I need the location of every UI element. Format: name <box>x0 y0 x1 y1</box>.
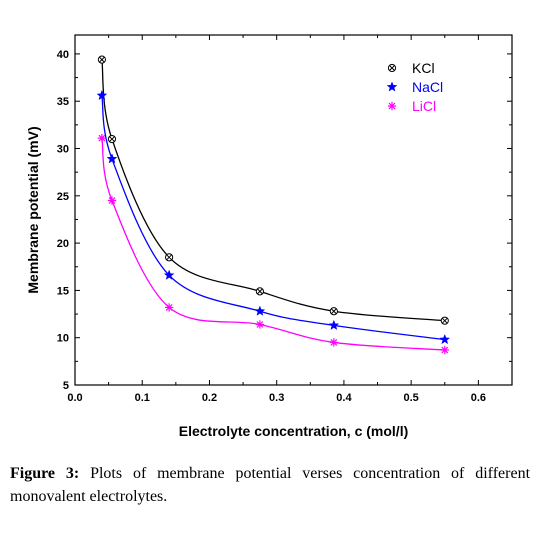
y-tick-label: 15 <box>57 285 69 297</box>
y-tick-label: 30 <box>57 144 69 156</box>
data-point-nacl <box>254 305 266 316</box>
x-tick-label: 0.3 <box>269 392 284 404</box>
data-point-nacl <box>163 269 175 280</box>
series-markers <box>96 55 451 355</box>
x-tick-label: 0.2 <box>202 392 217 404</box>
marker-cross <box>109 136 115 142</box>
data-point-kcl <box>329 307 338 316</box>
marker-cross <box>389 65 395 71</box>
marker-spoke <box>98 134 106 142</box>
legend: KCl NaCl LiCl <box>386 60 443 114</box>
data-point-kcl <box>440 316 449 325</box>
legend-label-licl: LiCl <box>412 98 436 114</box>
series-lines <box>101 59 445 351</box>
legend-marker-kcl <box>387 63 397 73</box>
data-point-licl <box>97 133 107 143</box>
figure-caption: Figure 3: Plots of membrane potential ve… <box>10 462 530 508</box>
x-tick-label: 0.4 <box>336 392 352 404</box>
marker-cross <box>441 317 448 324</box>
x-tick-label: 0.0 <box>67 392 82 404</box>
marker-cross <box>330 308 337 315</box>
y-tick-label: 10 <box>57 333 69 345</box>
data-point-kcl <box>255 287 264 296</box>
x-axis-title: Electrolyte concentration, c (mol/l) <box>179 423 409 439</box>
caption-text: Plots of membrane potential verses conce… <box>10 465 531 505</box>
marker-spoke <box>165 304 173 311</box>
data-point-kcl <box>165 253 174 262</box>
y-tick-label: 25 <box>57 191 69 203</box>
legend-label-kcl: KCl <box>412 60 435 76</box>
series-line-licl <box>101 138 445 351</box>
x-tick-label: 0.5 <box>404 392 419 404</box>
series-line-nacl <box>101 95 445 341</box>
legend-label-nacl: NaCl <box>412 79 443 95</box>
data-point-licl <box>329 338 339 347</box>
legend-marker-licl <box>387 101 397 111</box>
membrane-potential-chart: 0.0 0.1 0.2 0.3 0.4 0.5 0.6 5 10 15 20 25 30 35 40 KCl… <box>25 34 513 439</box>
data-point-nacl <box>328 319 340 331</box>
y-tick-label: 35 <box>57 96 69 108</box>
data-point-nacl <box>96 89 108 101</box>
marker-spoke <box>108 197 116 204</box>
data-point-kcl <box>97 55 106 64</box>
data-point-kcl <box>107 134 117 144</box>
marker-cross <box>99 56 105 63</box>
data-point-licl <box>440 345 449 355</box>
y-tick-label: 20 <box>57 238 69 250</box>
plot-frame <box>74 34 513 386</box>
y-tick-label: 5 <box>63 380 69 392</box>
data-point-licl <box>255 320 265 329</box>
caption-label: Figure 3: <box>10 465 80 482</box>
plot-axes <box>74 34 513 386</box>
y-tick-label: 40 <box>57 49 69 61</box>
marker-cross <box>166 254 172 261</box>
marker-spoke <box>256 321 264 328</box>
data-point-licl <box>107 196 117 205</box>
axis-ticks: 0.0 0.1 0.2 0.3 0.4 0.5 0.6 5 10 15 20 25 30 35 40 <box>57 35 512 404</box>
marker-cross <box>257 288 263 295</box>
marker-spoke <box>330 339 338 346</box>
data-point-licl <box>164 303 174 312</box>
marker-spoke <box>388 102 396 110</box>
series-line-kcl <box>101 59 445 322</box>
legend-marker-nacl <box>386 81 398 92</box>
x-tick-label: 0.1 <box>135 392 150 404</box>
x-tick-label: 0.6 <box>471 392 486 404</box>
marker-spoke <box>441 346 449 354</box>
data-point-nacl <box>439 333 451 345</box>
data-point-nacl <box>106 153 118 164</box>
y-axis-title: Membrane potential (mV) <box>25 126 41 293</box>
